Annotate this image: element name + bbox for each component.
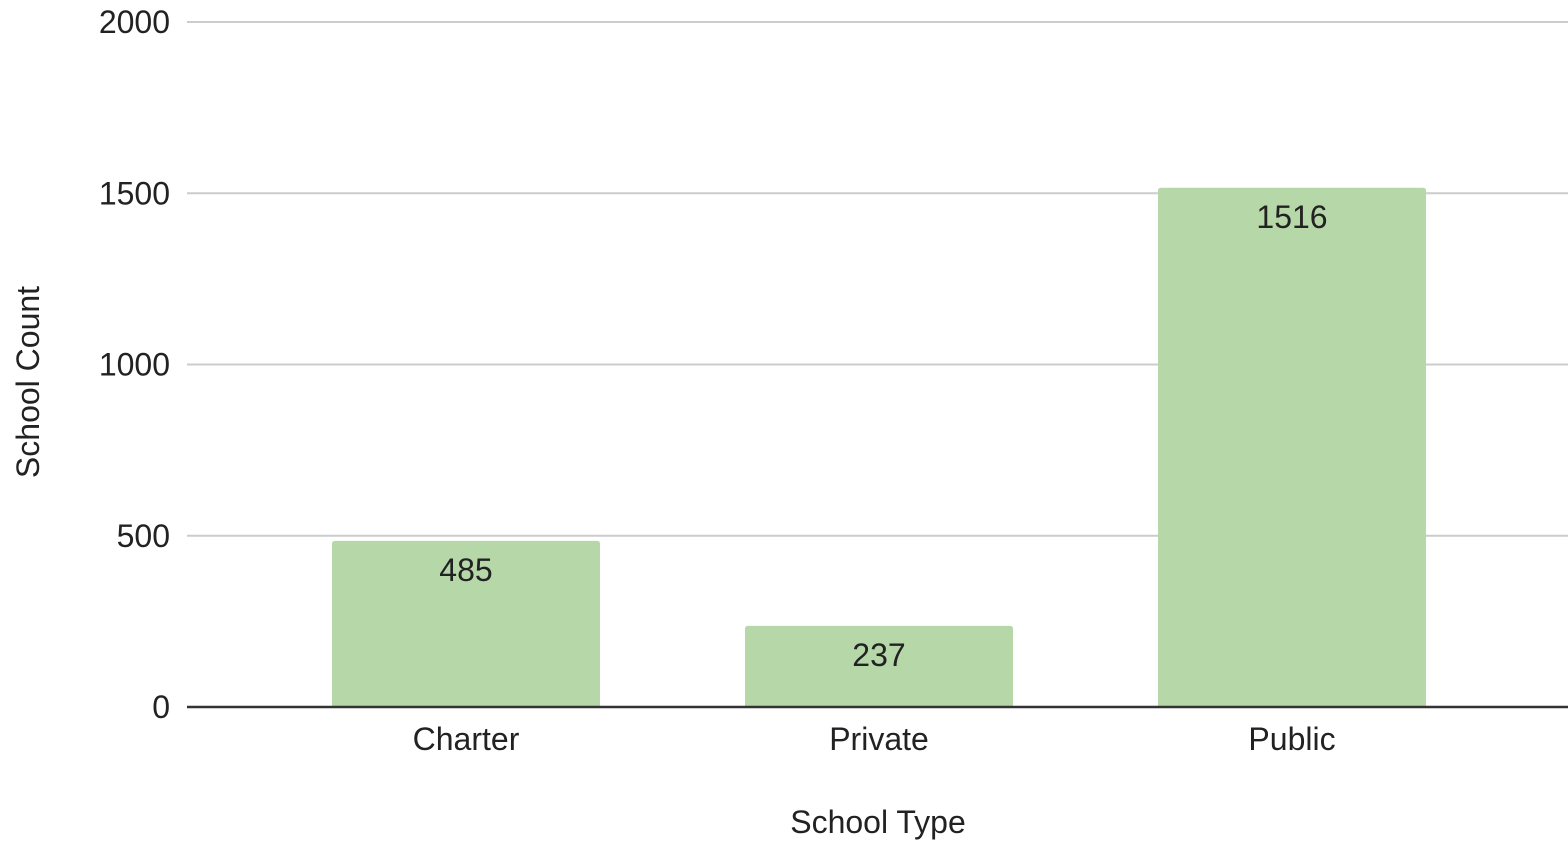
bars	[332, 187, 1426, 707]
y-axis-title: School Count	[10, 286, 46, 478]
x-tick-label-public: Public	[1248, 721, 1335, 757]
x-tick-label-charter: Charter	[413, 721, 520, 757]
data-labels: 485 237 1516	[439, 199, 1327, 673]
data-label-charter: 485	[439, 552, 492, 588]
y-tick-label-1000: 1000	[99, 347, 170, 383]
x-tick-labels: Charter Private Public	[413, 721, 1336, 757]
y-tick-label-1500: 1500	[99, 175, 170, 211]
y-tick-label-2000: 2000	[99, 4, 170, 40]
data-label-private: 237	[852, 637, 905, 673]
data-label-public: 1516	[1256, 199, 1327, 235]
y-tick-label-500: 500	[117, 518, 170, 554]
y-tick-label-0: 0	[152, 689, 170, 725]
x-tick-label-private: Private	[829, 721, 929, 757]
y-tick-labels: 0 500 1000 1500 2000	[99, 4, 170, 725]
x-axis-title: School Type	[790, 804, 966, 840]
bar-private	[745, 625, 1013, 707]
bar-charter	[332, 540, 600, 707]
bar-public	[1158, 187, 1426, 707]
